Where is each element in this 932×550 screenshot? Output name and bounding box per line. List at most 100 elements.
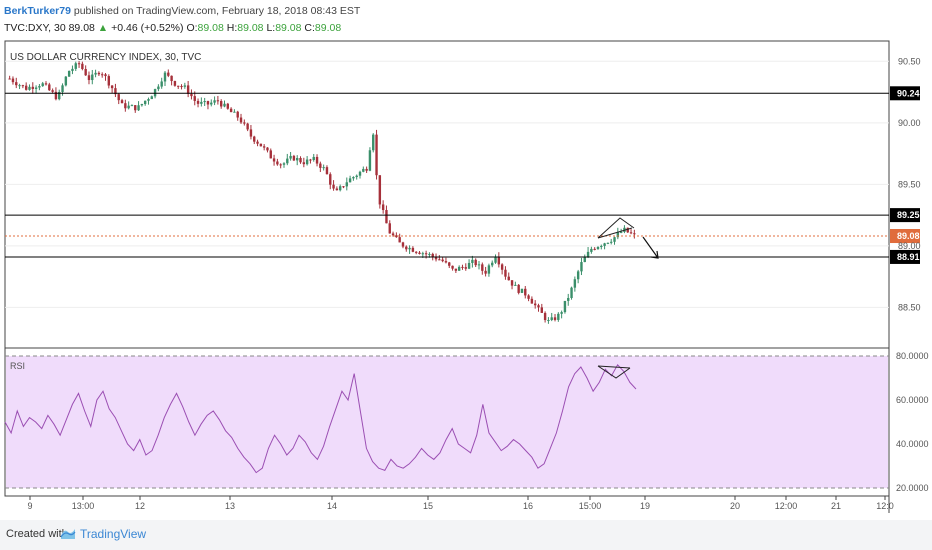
candle-body <box>266 147 269 151</box>
chart-title: US DOLLAR CURRENCY INDEX, 30, TVC <box>10 52 201 63</box>
candle-body <box>461 266 464 268</box>
rsi-divergence-lines[interactable] <box>597 365 631 379</box>
candle-body <box>514 284 517 286</box>
candle-body <box>97 72 101 75</box>
price-tick-label: 89.50 <box>898 179 921 189</box>
candle-body <box>573 279 577 288</box>
candle-body <box>282 163 286 165</box>
time-tick-label: 13 <box>225 501 235 511</box>
candle-body <box>127 105 130 109</box>
candle-body <box>130 105 134 107</box>
candle-body <box>372 134 375 151</box>
candle-body <box>610 241 613 243</box>
candle-body <box>54 91 58 100</box>
candle-body <box>570 287 573 298</box>
candle-body <box>223 103 226 107</box>
chart-canvas[interactable]: 90.24 89.25 88.91 89.08 90.50 90.00 89.50 89.0… <box>0 0 932 520</box>
candle-body <box>279 164 282 166</box>
candle-body <box>563 300 567 313</box>
candle-body <box>438 259 441 261</box>
candle-body <box>101 74 104 76</box>
candle-body <box>540 307 543 313</box>
candle-body <box>276 161 279 165</box>
time-axis[interactable]: 9 13:00 12 13 14 15 16 15:00 19 20 12:00 21 12:0 <box>27 496 894 511</box>
candle-body <box>193 96 196 101</box>
candle-body <box>362 168 365 172</box>
candle-body <box>471 259 474 263</box>
candle-body <box>494 257 497 263</box>
time-tick-label: 19 <box>640 501 650 511</box>
candle-body <box>140 104 144 106</box>
candle-body <box>315 156 319 164</box>
time-tick-label: 13:00 <box>72 501 95 511</box>
candle-body <box>74 63 77 69</box>
candle-body <box>213 100 216 103</box>
candle-body <box>107 76 111 86</box>
candle-body <box>262 146 266 148</box>
candle-body <box>67 70 71 77</box>
candle-body <box>21 85 25 87</box>
candle-body <box>600 245 603 247</box>
candle-body <box>18 85 21 87</box>
tradingview-brand-link[interactable]: TradingView <box>80 527 147 541</box>
candle-body <box>368 150 372 171</box>
candle-body <box>44 83 48 85</box>
candle-body <box>11 78 15 83</box>
candle-body <box>28 86 31 90</box>
candle-body <box>143 100 147 105</box>
price-tick-label: 88.50 <box>898 302 921 312</box>
arrow-head-icon <box>650 250 659 259</box>
rsi-divergence-top[interactable] <box>597 365 631 369</box>
candle-body <box>504 269 507 277</box>
price-tick-label: 90.50 <box>898 56 921 66</box>
author-link[interactable]: BerkTurker79 <box>4 5 71 17</box>
down-arrow-line[interactable] <box>642 236 659 259</box>
candle-body <box>229 108 233 113</box>
candle-body <box>418 252 421 254</box>
price-divergence-base[interactable] <box>597 227 633 239</box>
candle-body <box>147 99 150 101</box>
candle-body <box>94 72 97 75</box>
candle-body <box>415 251 418 253</box>
candle-body <box>117 94 120 101</box>
candle-body <box>203 101 206 103</box>
time-tick-label: 9 <box>27 501 32 511</box>
symbol-label[interactable]: TVC:DXY, 30 <box>4 22 66 34</box>
candle-body <box>378 175 382 205</box>
candle-body <box>385 210 388 224</box>
candle-body <box>177 85 180 87</box>
candle-body <box>335 188 339 191</box>
candle-body <box>150 96 153 100</box>
candle-body <box>120 100 124 104</box>
trendline-drawings[interactable] <box>597 217 659 379</box>
candle-body <box>477 264 481 266</box>
candle-body <box>408 247 411 250</box>
horizontal-levels[interactable]: 90.24 89.25 88.91 89.08 <box>5 86 920 264</box>
candle-body <box>365 168 368 171</box>
time-tick-label: 14 <box>327 501 337 511</box>
last-price: 89.08 <box>68 22 95 34</box>
candle-body <box>474 259 477 266</box>
candle-body <box>606 242 610 244</box>
candle-body <box>537 305 540 308</box>
price-axis[interactable]: 90.50 90.00 89.50 89.00 88.50 <box>898 56 921 312</box>
rsi-axis[interactable]: 80.0000 60.0000 40.0000 20.0000 <box>896 351 929 493</box>
price-divergence-lines[interactable] <box>597 217 635 239</box>
level-price-label: 88.91 <box>897 252 920 262</box>
candle-body <box>405 246 408 250</box>
candle-body <box>8 78 11 80</box>
candle-body <box>487 265 491 274</box>
candle-body <box>441 259 444 262</box>
footer-bar: Created with TradingView <box>0 520 932 550</box>
level-price-label: 89.25 <box>897 210 920 220</box>
candle-body <box>15 82 18 86</box>
candle-body <box>329 174 332 185</box>
candle-body <box>87 75 91 81</box>
candle-body <box>167 72 170 76</box>
candle-body <box>547 319 550 321</box>
candle-body <box>239 117 243 123</box>
price-pane[interactable] <box>4 40 890 349</box>
rsi-band-fill <box>6 356 888 488</box>
rsi-tick-label: 80.0000 <box>896 351 929 361</box>
candle-body <box>51 90 54 92</box>
